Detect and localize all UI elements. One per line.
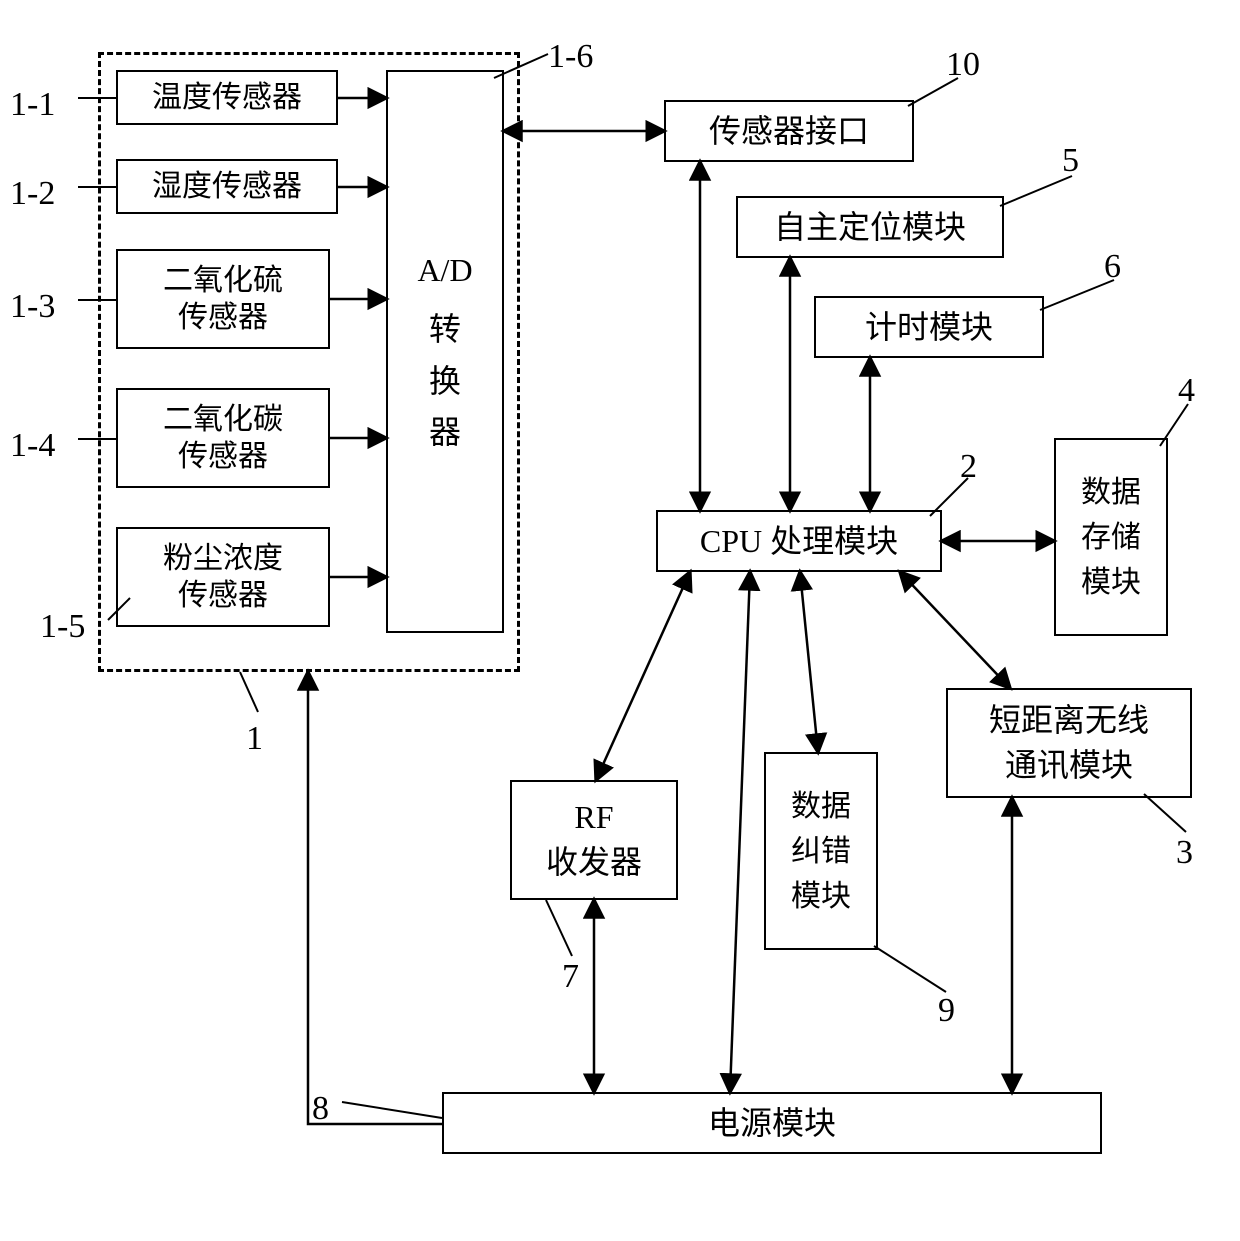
storage-box: 数据 存储 模块 — [1054, 438, 1168, 636]
ref-1-4: 1-4 — [10, 427, 55, 465]
dust-sensor-label: 粉尘浓度 传感器 — [163, 540, 283, 615]
co2-sensor-box: 二氧化碳 传感器 — [116, 388, 330, 488]
ref-1-2: 1-2 — [10, 175, 55, 213]
error-correct-label: 数据 纠错 模块 — [791, 784, 851, 919]
storage-label: 数据 存储 模块 — [1081, 470, 1141, 605]
ref-9: 9 — [938, 992, 955, 1030]
timer-label: 计时模块 — [865, 307, 993, 347]
ref-10: 10 — [946, 46, 980, 84]
temp-sensor-box: 温度传感器 — [116, 70, 338, 125]
ref-3: 3 — [1176, 834, 1193, 872]
sensor-interface-box: 传感器接口 — [664, 100, 914, 162]
sensor-interface-label: 传感器接口 — [709, 111, 869, 151]
ad-converter-label-line2: 转 — [429, 304, 461, 355]
ad-converter-label-line3: 换 — [429, 356, 461, 407]
timer-box: 计时模块 — [814, 296, 1044, 358]
so2-sensor-label: 二氧化硫 传感器 — [163, 262, 283, 337]
temp-sensor-label: 温度传感器 — [152, 79, 302, 117]
ref-5: 5 — [1062, 142, 1079, 180]
power-label: 电源模块 — [708, 1103, 836, 1143]
ref-1-5: 1-5 — [40, 608, 85, 646]
ref-1: 1 — [246, 720, 263, 758]
ad-converter-label-line4: 器 — [429, 407, 461, 458]
humidity-sensor-box: 湿度传感器 — [116, 159, 338, 214]
so2-sensor-box: 二氧化硫 传感器 — [116, 249, 330, 349]
wireless-label: 短距离无线 通讯模块 — [989, 698, 1149, 788]
ref-1-1: 1-1 — [10, 86, 55, 124]
ref-4: 4 — [1178, 372, 1195, 410]
ref-8: 8 — [312, 1090, 329, 1128]
dust-sensor-box: 粉尘浓度 传感器 — [116, 527, 330, 627]
diagram-canvas: 温度传感器 湿度传感器 二氧化硫 传感器 二氧化碳 传感器 粉尘浓度 传感器 A… — [0, 0, 1240, 1241]
wireless-box: 短距离无线 通讯模块 — [946, 688, 1192, 798]
ref-2: 2 — [960, 448, 977, 486]
ad-converter-label-line1: A/D — [417, 245, 472, 296]
error-correct-box: 数据 纠错 模块 — [764, 752, 878, 950]
ad-converter-box: A/D 转 换 器 — [386, 70, 504, 633]
auto-locate-box: 自主定位模块 — [736, 196, 1004, 258]
rf-box: RF 收发器 — [510, 780, 678, 900]
cpu-label: CPU 处理模块 — [700, 521, 898, 561]
humidity-sensor-label: 湿度传感器 — [152, 168, 302, 206]
co2-sensor-label: 二氧化碳 传感器 — [163, 401, 283, 476]
ref-1-3: 1-3 — [10, 288, 55, 326]
ref-1-6: 1-6 — [548, 38, 593, 76]
power-box: 电源模块 — [442, 1092, 1102, 1154]
rf-label: RF 收发器 — [546, 795, 642, 885]
cpu-box: CPU 处理模块 — [656, 510, 942, 572]
ref-6: 6 — [1104, 248, 1121, 286]
auto-locate-label: 自主定位模块 — [774, 207, 966, 247]
ref-7: 7 — [562, 958, 579, 996]
